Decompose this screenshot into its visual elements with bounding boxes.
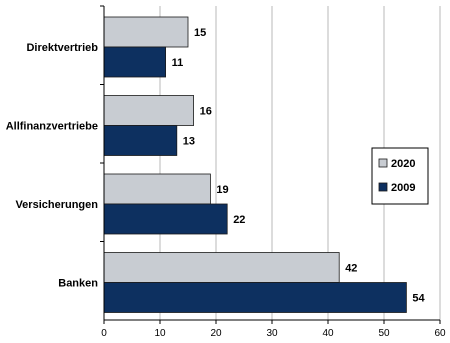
category-label-versicherungen: Versicherungen — [15, 199, 98, 211]
x-tick-label-40: 40 — [322, 328, 334, 339]
data-label-banken-2020: 42 — [345, 263, 357, 275]
x-tick-label-50: 50 — [378, 328, 390, 339]
legend: 2020 2009 — [371, 147, 429, 205]
data-label-direktvertrieb-2020: 15 — [194, 27, 206, 39]
x-tick-label-20: 20 — [210, 328, 222, 339]
bar-versicherungen-2020 — [103, 173, 211, 205]
data-label-versicherungen-2020: 19 — [216, 184, 228, 196]
x-tick-label-30: 30 — [266, 328, 278, 339]
bar-direktvertrieb-2020 — [103, 16, 189, 48]
bar-allfinanzvertriebe-2009 — [103, 125, 178, 156]
bar-allfinanzvertriebe-2020 — [103, 95, 194, 126]
category-label-banken: Banken — [58, 278, 98, 290]
bar-direktvertrieb-2009 — [103, 46, 166, 78]
data-label-allfinanzvertriebe-2009: 13 — [183, 136, 195, 148]
data-label-banken-2009: 54 — [412, 293, 425, 305]
category-label-direktvertrieb: Direktvertrieb — [26, 42, 98, 54]
data-label-allfinanzvertriebe-2020: 16 — [200, 106, 212, 118]
category-label-allfinanzvertriebe: Allfinanzvertriebe — [6, 121, 98, 133]
x-tick-label-0: 0 — [101, 328, 107, 339]
legend-label-2009: 2009 — [391, 182, 415, 194]
data-label-direktvertrieb-2009: 11 — [172, 57, 184, 69]
data-label-versicherungen-2009: 22 — [233, 214, 245, 226]
x-tick-label-60: 60 — [434, 328, 446, 339]
legend-label-2020: 2020 — [391, 158, 415, 170]
legend-swatch-2009 — [378, 182, 388, 192]
legend-swatch-2020 — [378, 158, 388, 168]
legend-box — [371, 147, 429, 205]
bars — [103, 16, 407, 313]
labels: 15 11 Direktvertrieb 16 13 Allfinanzvertriebe… — [6, 27, 446, 339]
x-tick-label-10: 10 — [154, 328, 166, 339]
bar-versicherungen-2009 — [103, 203, 228, 235]
bar-banken-2009 — [103, 282, 407, 313]
bar-banken-2020 — [103, 252, 340, 283]
axes — [100, 5, 441, 324]
